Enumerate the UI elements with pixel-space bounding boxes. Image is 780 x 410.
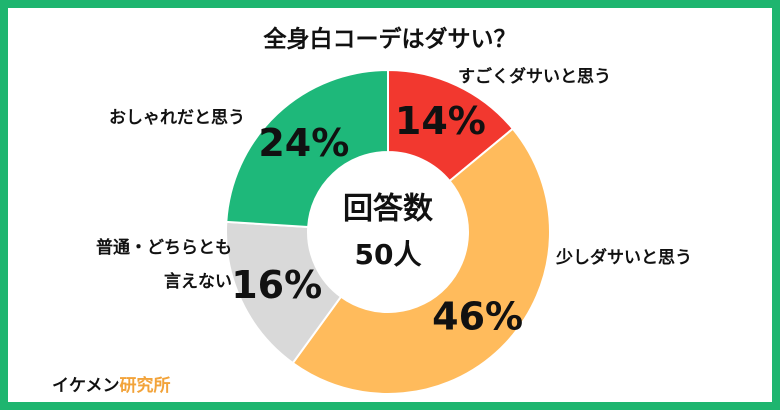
- chart-title: 全身白コーデはダサい？: [263, 26, 517, 53]
- brand: イケメン研究所: [52, 375, 171, 396]
- category-label: 少しダサいと思う: [556, 248, 692, 268]
- brand-part: イケメン: [52, 376, 120, 396]
- brand-part: 研究所: [120, 375, 171, 396]
- slice: [291, 127, 551, 395]
- value-label: 24%: [258, 121, 349, 165]
- slice: [225, 220, 343, 365]
- category-label: 普通・どちらとも言えない: [96, 238, 232, 292]
- value-label: 14%: [395, 99, 486, 143]
- slice: [225, 68, 389, 229]
- center-label: 回答数: [343, 192, 434, 227]
- category-label: すごくダサいと思う: [458, 67, 611, 87]
- value-label: 46%: [432, 295, 523, 339]
- value-label: 16%: [231, 263, 322, 307]
- center-value: 50人: [355, 238, 422, 271]
- category-label: おしゃれだと思う: [109, 108, 245, 128]
